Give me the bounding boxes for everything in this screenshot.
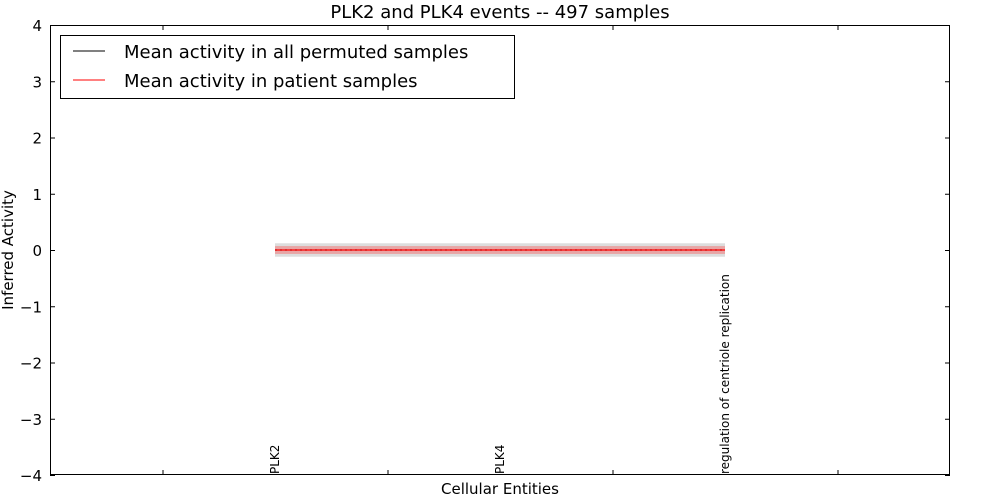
x-tick-label: PLK4 [493, 445, 507, 474]
y-tick-label: −3 [20, 411, 42, 429]
legend-box [60, 35, 515, 99]
legend-label-patient: Mean activity in patient samples [124, 71, 418, 92]
legend: Mean activity in all permuted samples Me… [60, 35, 515, 99]
y-tick-label: 3 [32, 73, 42, 91]
y-tick-label: 0 [32, 242, 42, 260]
y-tick-label: 4 [32, 17, 42, 35]
y-tick-label: 1 [32, 186, 42, 204]
chart-title: PLK2 and PLK4 events -- 497 samples [330, 2, 669, 23]
x-tick-label: regulation of centriole replication [718, 274, 732, 474]
y-tick-label: −4 [20, 467, 42, 485]
y-tick-label: −2 [20, 355, 42, 373]
y-tick-label: 2 [32, 130, 42, 148]
y-tick-label: −1 [20, 298, 42, 316]
x-axis-label: Cellular Entities [441, 480, 559, 498]
x-tick-label: PLK2 [268, 445, 282, 474]
y-axis-label: Inferred Activity [0, 190, 17, 310]
legend-label-permuted: Mean activity in all permuted samples [124, 42, 468, 63]
